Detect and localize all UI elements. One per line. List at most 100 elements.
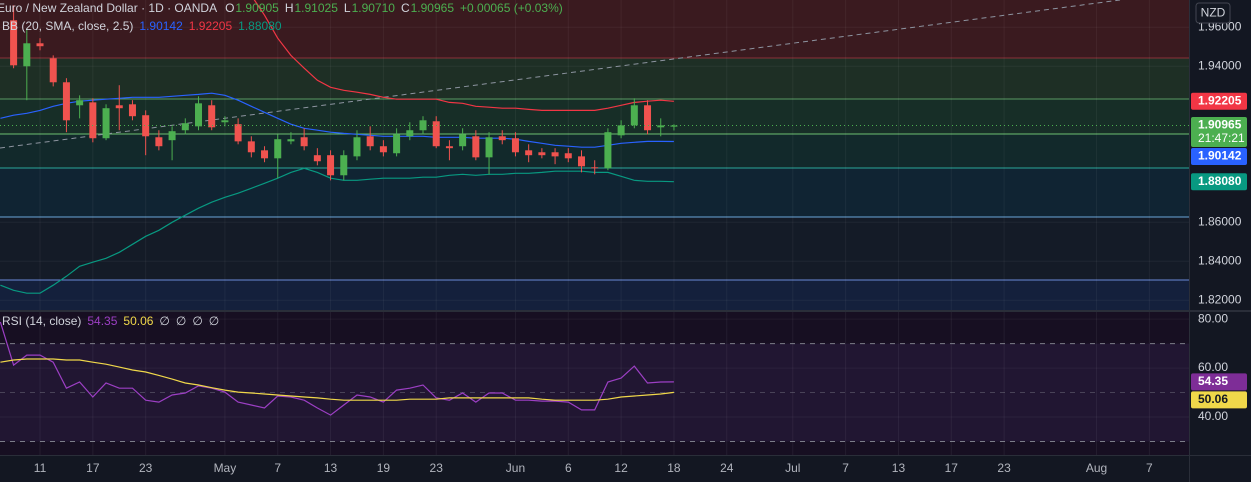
x-tick-label: 13 — [324, 461, 338, 475]
legend-text: 54.35 — [87, 314, 117, 328]
y-tick-label: 40.00 — [1198, 409, 1228, 423]
rsi-plot — [0, 321, 1189, 443]
candle-body — [551, 152, 559, 157]
price-tag — [1191, 116, 1247, 147]
currency: NZD — [1201, 6, 1226, 20]
candle-body — [102, 108, 110, 139]
x-tick-label: 23 — [139, 461, 153, 475]
zone — [0, 58, 1189, 99]
legend-text: ∅ — [176, 314, 186, 328]
candle-body — [76, 100, 84, 106]
price-plot — [0, 0, 1189, 294]
candle-body — [300, 137, 308, 147]
candle-body — [247, 141, 255, 153]
candle-body — [617, 125, 625, 136]
candle-body — [485, 137, 493, 158]
price-tag-label: 1.90142 — [1198, 149, 1242, 163]
zone — [0, 168, 1189, 217]
candle-body — [36, 43, 44, 47]
legend-text: RSI (14, close) — [2, 314, 81, 328]
legend-text: 1.91025 — [294, 1, 338, 15]
candle-body — [525, 150, 533, 156]
price-tag-time: 21:47:21 — [1198, 131, 1245, 145]
series-line — [0, 167, 674, 294]
legend-text: 1.90710 — [352, 1, 396, 15]
price-tag-label: 1.92205 — [1198, 93, 1242, 107]
zone — [0, 0, 1189, 58]
candle-body — [168, 131, 176, 141]
legend-text: 1.92205 — [189, 19, 233, 33]
price-tag-label: 50.06 — [1198, 392, 1228, 406]
candle-body — [406, 130, 414, 137]
candle-body — [327, 155, 335, 176]
zone — [0, 99, 1189, 134]
legend-text: 1.88080 — [238, 19, 282, 33]
price-tag — [1191, 92, 1247, 110]
x-tick-label: 24 — [720, 461, 734, 475]
y-tick-label: 1.84000 — [1198, 253, 1242, 267]
candle-body — [49, 58, 57, 83]
candle-body — [194, 103, 202, 127]
y-tick-label: 1.86000 — [1198, 214, 1242, 228]
candle-body — [62, 82, 70, 121]
y-tick-label: 1.94000 — [1198, 58, 1242, 72]
rsi-background — [0, 312, 1189, 455]
price-tag-label: 1.90965 — [1198, 118, 1242, 132]
legend-text: O — [225, 1, 234, 15]
candle-body — [366, 136, 374, 147]
candle-body — [181, 123, 189, 131]
y-tick-label: 1.82000 — [1198, 292, 1242, 306]
candle-body — [657, 125, 665, 128]
x-tick-label: May — [214, 461, 237, 475]
legend-text: BB (20, SMA, close, 2.5) — [2, 19, 133, 33]
legend-text: H — [285, 1, 294, 15]
x-tick-label: 7 — [274, 461, 281, 475]
price-tag — [1191, 373, 1247, 391]
legend-text: 50.06 — [123, 314, 153, 328]
candle-body — [155, 137, 163, 147]
candle-body — [115, 105, 123, 109]
zone — [0, 280, 1189, 310]
x-tick-label: 17 — [945, 461, 959, 475]
candle-body — [459, 134, 467, 147]
level-band — [0, 343, 1189, 442]
legend: Euro / New Zealand Dollar · 1D · OANDA O 1… — [0, 1, 563, 328]
x-tick-label: 12 — [614, 461, 628, 475]
x-tick-label: Jun — [506, 461, 525, 475]
x-tick-label: 18 — [667, 461, 681, 475]
price-tag-label: 54.35 — [1198, 374, 1228, 388]
candle-body — [10, 20, 18, 66]
candle-body — [564, 153, 572, 159]
candle-body — [261, 150, 269, 159]
x-tick-label: 19 — [377, 461, 391, 475]
legend-text: 1.90905 — [235, 1, 279, 15]
candle-body — [393, 134, 401, 154]
x-tick-label: 6 — [565, 461, 572, 475]
candle-body — [591, 167, 599, 169]
legend-text: L — [344, 1, 351, 15]
candle-body — [670, 125, 678, 127]
candle-body — [340, 155, 348, 176]
currency-box[interactable] — [1195, 2, 1231, 24]
candle-body — [208, 105, 216, 128]
candle-body — [353, 137, 361, 157]
drawn-zones — [0, 0, 1189, 310]
x-tick-label: Jul — [785, 461, 800, 475]
candle-body — [498, 136, 506, 141]
candle-body — [644, 105, 652, 131]
price-tag — [1191, 391, 1247, 409]
candle-body — [577, 156, 585, 167]
series-line — [0, 92, 674, 148]
x-tick-label: Aug — [1086, 461, 1107, 475]
series-line — [0, 358, 674, 401]
candle-body — [313, 155, 321, 162]
price-tag-label: 1.88080 — [1198, 174, 1242, 188]
candle-body — [274, 139, 282, 159]
x-tick-label: 13 — [892, 461, 906, 475]
candle-body — [511, 138, 519, 153]
legend-text: +0.00065 (+0.03%) — [460, 1, 563, 15]
y-tick-label: 60.00 — [1198, 360, 1228, 374]
candle-body — [630, 105, 638, 126]
price-tag — [1191, 147, 1247, 165]
